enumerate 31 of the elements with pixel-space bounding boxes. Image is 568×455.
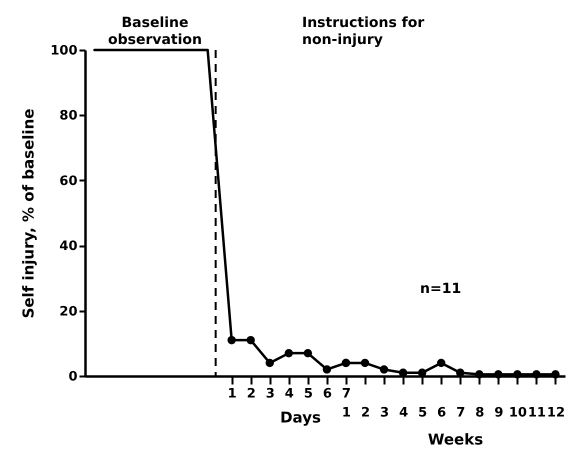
y-tick-label: 0: [68, 370, 78, 384]
text: Instructions for non-injury: [302, 15, 424, 48]
x2-tick-label: 4: [399, 406, 408, 420]
x2-tick-label: 2: [360, 406, 370, 420]
x-tick-label: 3: [266, 386, 275, 402]
x2-tick-label: 5: [418, 406, 428, 420]
x2-tick-label: 9: [494, 406, 504, 420]
y-tick-label: 60: [59, 174, 78, 189]
x-tick-label: 2: [246, 386, 256, 402]
x2-tick-label: 12: [546, 406, 566, 420]
y-tick-label: 80: [59, 108, 78, 124]
x-tick-label: 6: [322, 386, 332, 402]
x-tick-label: 4: [284, 386, 294, 402]
x2-tick-label: 6: [437, 406, 446, 420]
x2-tick-label: 8: [475, 406, 484, 420]
y-axis-title: Self injury, % of baseline: [19, 108, 38, 318]
y-tick-label: 20: [59, 304, 78, 320]
y-tick-label: 100: [50, 44, 78, 58]
x2-axis-title: Weeks: [428, 430, 484, 448]
x-axis-title: Days: [280, 408, 321, 426]
x2-tick-label: 10: [508, 406, 527, 420]
x-tick-label: 7: [342, 386, 351, 402]
annotation: n=11: [420, 281, 462, 297]
text: Baseline observation: [108, 15, 202, 48]
x2-tick-label: 3: [380, 406, 390, 420]
x2-tick-label: 1: [342, 406, 351, 420]
y-tick-label: 40: [59, 239, 78, 254]
x2-tick-label: 7: [456, 406, 466, 420]
x-tick-label: 1: [228, 386, 237, 402]
x-tick-label: 5: [304, 386, 313, 402]
x2-tick-label: 11: [528, 406, 546, 420]
